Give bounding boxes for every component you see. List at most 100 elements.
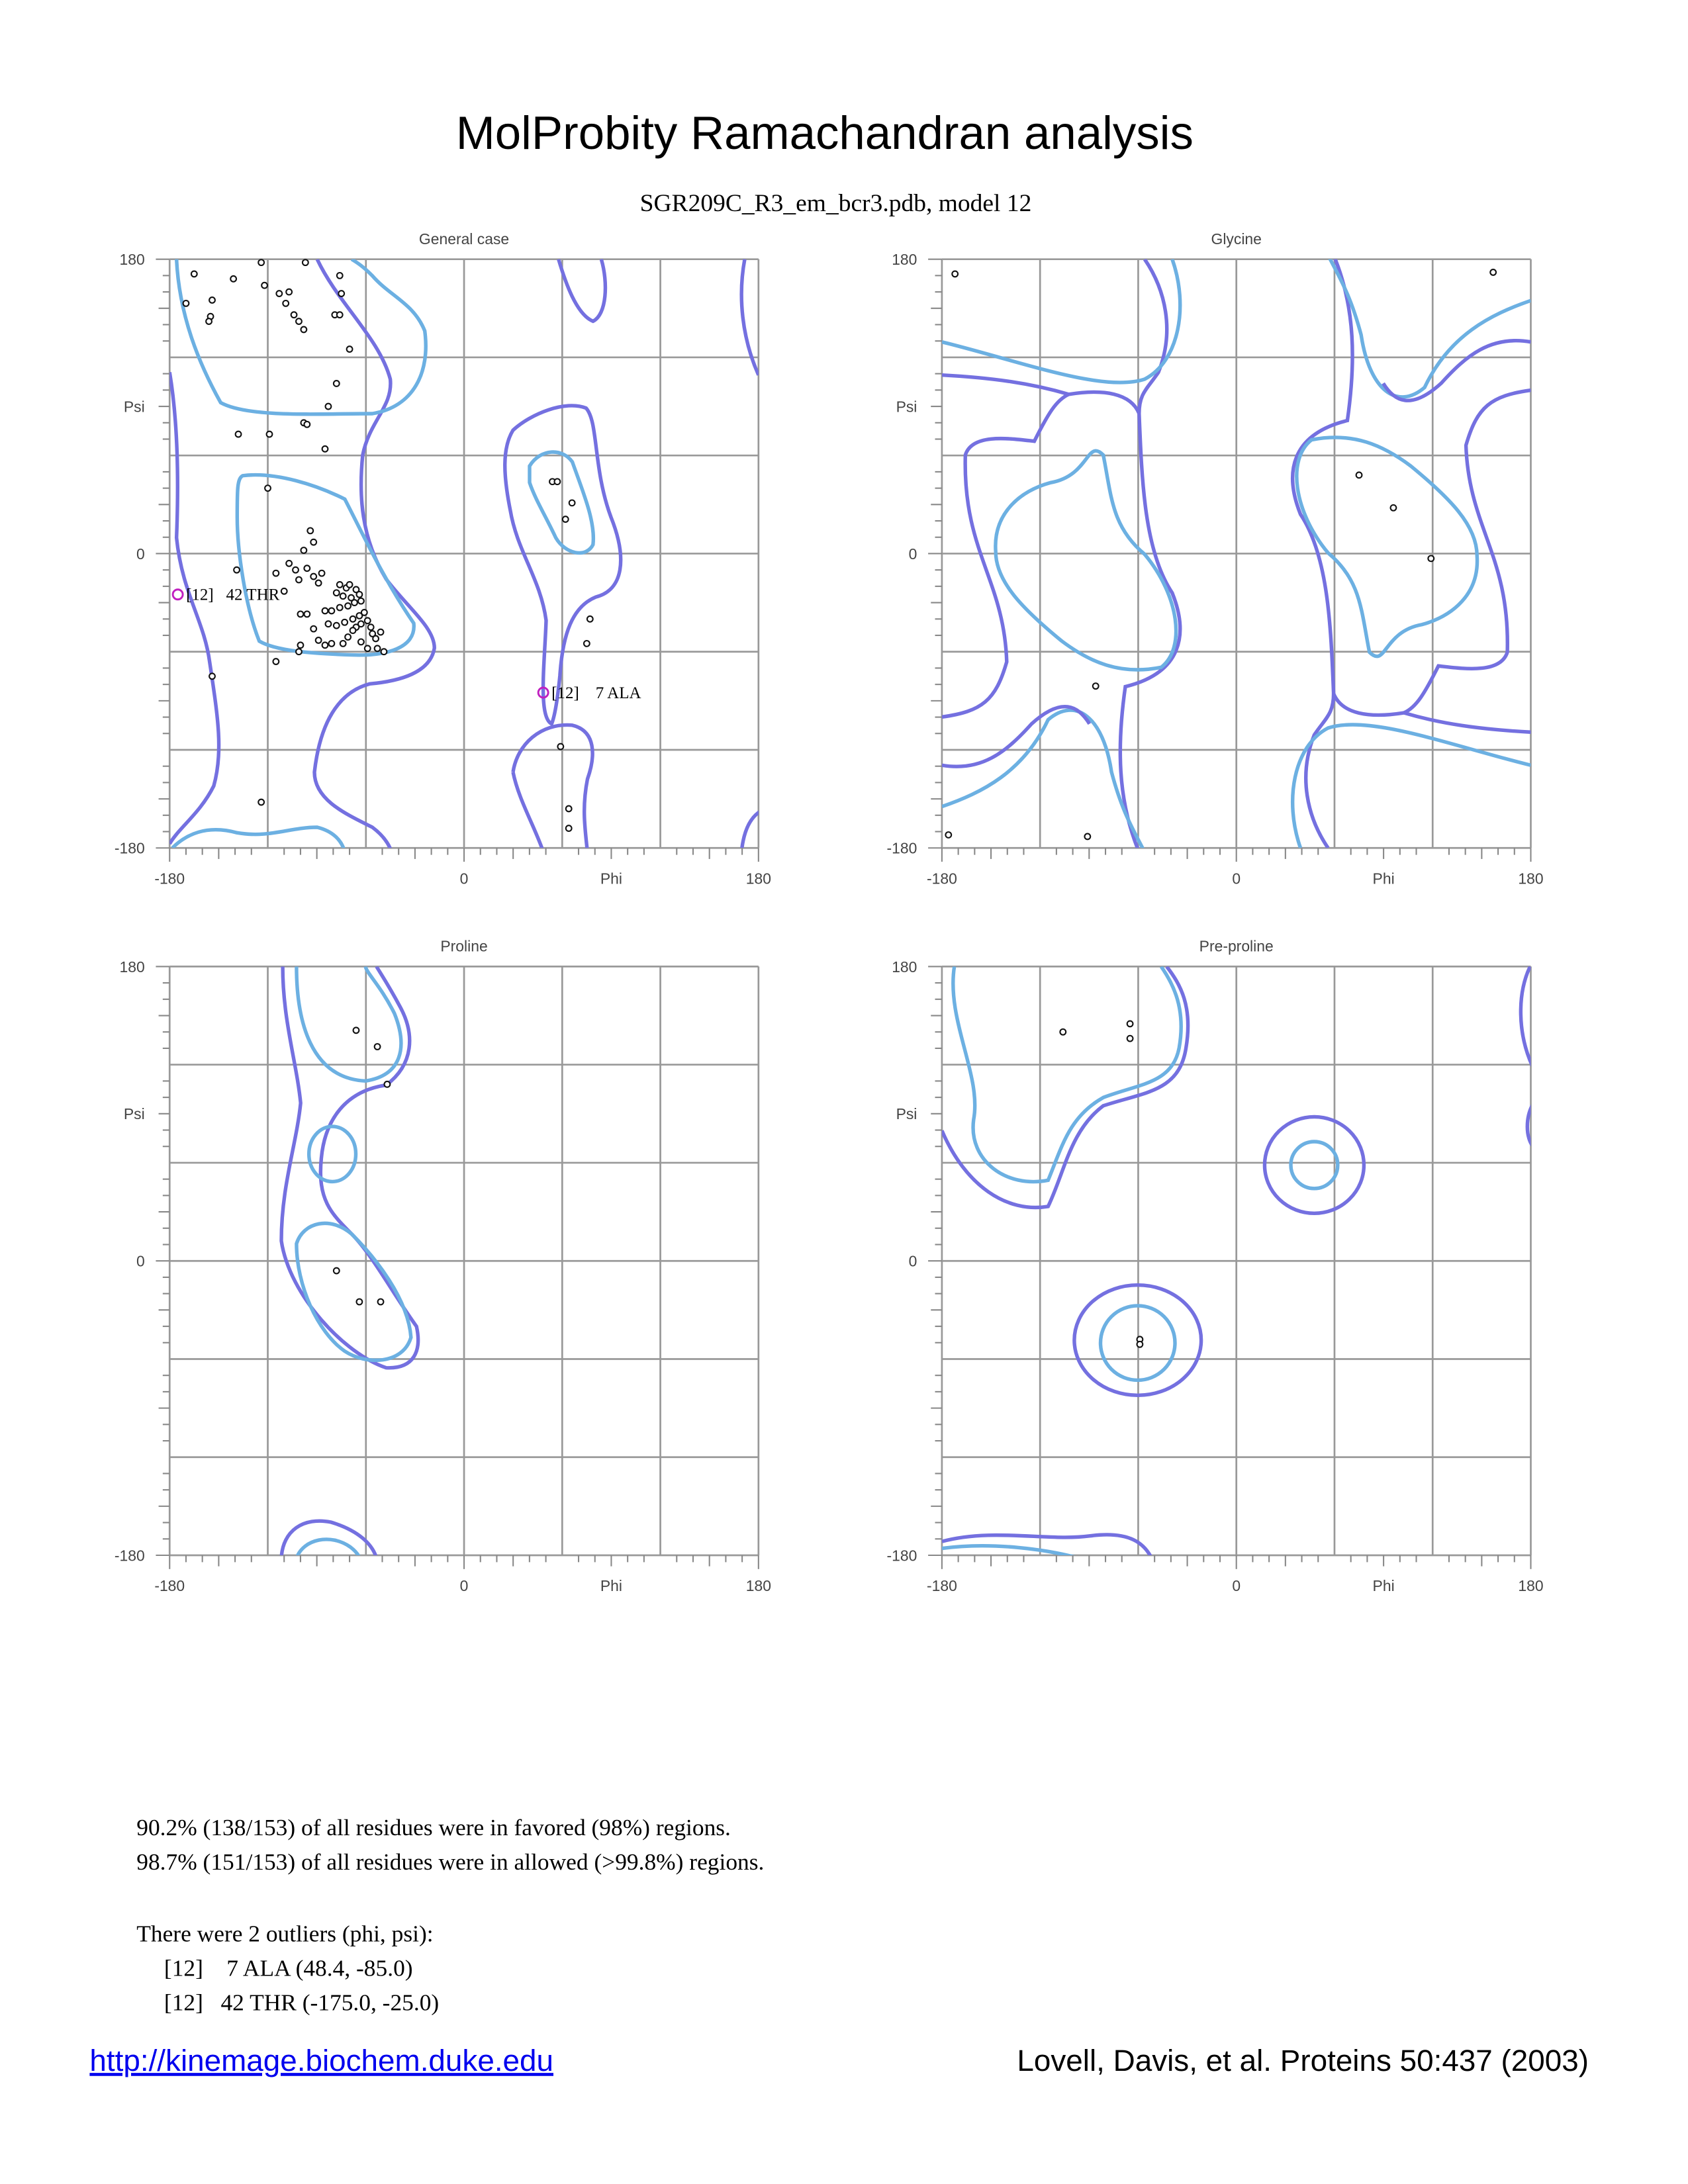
contours-glycine xyxy=(941,259,1531,848)
residue-point xyxy=(1092,682,1100,690)
x-tick-label: 0 xyxy=(460,1577,469,1594)
residue-point xyxy=(583,639,590,647)
residue-point xyxy=(332,1267,340,1275)
y-axis-label: Psi xyxy=(124,398,145,415)
contours-proline xyxy=(279,966,420,1555)
residue-point xyxy=(321,641,329,649)
residue-point xyxy=(310,572,318,580)
residue-point xyxy=(363,617,371,625)
residue-point xyxy=(1389,504,1397,512)
residue-point xyxy=(314,579,322,587)
y-tick-label: 180 xyxy=(892,251,917,268)
residue-point xyxy=(314,637,322,644)
contours-preproline xyxy=(941,966,1531,1555)
panel-title: Proline xyxy=(440,938,487,955)
residue-point xyxy=(338,290,346,297)
outlier-line: [12] 42 THR (-175.0, -25.0) xyxy=(164,1989,439,2016)
panel-title: Glycine xyxy=(1211,230,1262,248)
residue-point xyxy=(363,645,371,653)
y-tick-label: 180 xyxy=(892,958,917,976)
residue-point xyxy=(318,569,326,577)
residue-point xyxy=(1084,833,1092,841)
residue-point xyxy=(324,402,332,410)
residue-point xyxy=(355,612,363,619)
outlier-header: There were 2 outliers (phi, psi): xyxy=(136,1920,433,1946)
residue-point xyxy=(1126,1034,1134,1042)
residue-point xyxy=(561,516,569,523)
residue-point xyxy=(303,565,311,572)
residue-point xyxy=(285,559,293,567)
residue-point xyxy=(553,478,561,486)
residue-point xyxy=(275,290,283,297)
residue-point xyxy=(349,615,357,623)
residue-point xyxy=(945,831,953,839)
residue-point xyxy=(300,326,308,334)
residue-point xyxy=(344,633,352,641)
x-tick-label: -180 xyxy=(927,1577,957,1594)
residue-point xyxy=(349,627,357,635)
residue-point xyxy=(341,618,349,626)
residue-point xyxy=(336,311,344,319)
residue-point xyxy=(272,569,280,577)
outlier-label: [12] 7 ALA xyxy=(551,684,641,702)
residue-point xyxy=(332,589,340,597)
residue-point xyxy=(303,610,311,618)
residue-point xyxy=(344,602,352,610)
x-axis-label: Phi xyxy=(600,870,622,887)
residue-point xyxy=(346,580,353,588)
x-tick-label: 180 xyxy=(1518,1577,1543,1594)
residue-point xyxy=(377,628,385,636)
outlier-label: [12] 42 THR xyxy=(186,586,280,604)
residue-point xyxy=(352,1026,360,1034)
residue-point xyxy=(1136,1340,1144,1348)
residue-point xyxy=(380,648,388,656)
x-tick-label: -180 xyxy=(927,870,957,887)
residue-point xyxy=(336,271,344,279)
y-axis-label: Psi xyxy=(124,1105,145,1122)
residue-point xyxy=(233,566,240,574)
residue-point xyxy=(301,259,309,267)
residue-point xyxy=(306,527,314,535)
residue-point xyxy=(351,599,358,607)
residue-point xyxy=(373,645,381,653)
residue-point xyxy=(339,639,347,647)
x-axis-label: Phi xyxy=(600,1577,622,1594)
x-tick-label: 180 xyxy=(746,870,771,887)
summary-line: 98.7% (151/153) of all residues were in … xyxy=(136,1848,764,1875)
residue-point xyxy=(328,639,336,647)
residue-point xyxy=(295,318,303,325)
x-axis-label: Phi xyxy=(1373,1577,1395,1594)
residue-point xyxy=(310,625,318,633)
x-tick-label: 0 xyxy=(1232,870,1241,887)
residue-point xyxy=(324,620,332,628)
residue-point xyxy=(586,615,594,623)
x-tick-label: 180 xyxy=(1518,870,1543,887)
residue-point xyxy=(346,345,353,353)
y-tick-label: 180 xyxy=(120,958,145,976)
link[interactable]: http://kinemage.biochem.duke.edu xyxy=(89,2044,553,2077)
residue-point xyxy=(336,604,344,612)
x-axis-label: Phi xyxy=(1373,870,1395,887)
residue-point xyxy=(383,1080,391,1088)
residue-point xyxy=(1059,1028,1067,1036)
x-tick-label: -180 xyxy=(154,870,185,887)
residue-point xyxy=(258,798,265,806)
residue-point xyxy=(369,630,377,637)
outlier-line: [12] 7 ALA (48.4, -85.0) xyxy=(164,1954,413,1981)
citation: Lovell, Davis, et al. Proteins 50:437 (2… xyxy=(1017,2044,1589,2077)
residue-point xyxy=(295,648,303,656)
residue-point xyxy=(321,445,329,453)
residue-point xyxy=(565,825,573,833)
panel-title: General case xyxy=(419,230,509,248)
residue-point xyxy=(951,270,959,278)
residue-point xyxy=(209,296,216,304)
y-tick-label: -180 xyxy=(115,840,145,857)
marks-layer: General case Phi Psi -180 0 180 -180 0 180 [12] 4… xyxy=(115,230,1544,1594)
page-subtitle: SGR209C_R3_em_bcr3.pdb, model 12 xyxy=(640,190,1032,217)
residue-point xyxy=(297,641,305,649)
residue-point xyxy=(352,586,360,594)
residue-point xyxy=(355,1298,363,1306)
residue-point xyxy=(357,597,365,605)
residue-point xyxy=(264,484,271,492)
y-tick-label: 0 xyxy=(909,1253,917,1270)
